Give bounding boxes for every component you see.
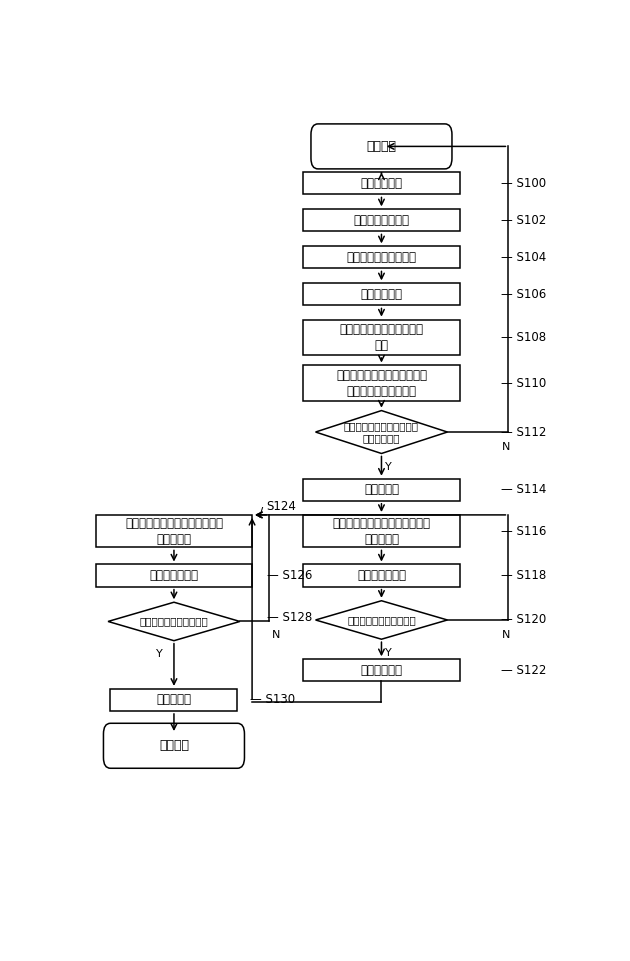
Text: — S126: — S126 [266,569,312,582]
Bar [303,320,460,355]
Text: N: N [272,629,280,640]
Text: 入出力回転変動のいずれか
が閾値以上？: 入出力回転変動のいずれか が閾値以上？ [344,421,419,443]
Text: 入出力回転変動が同相？: 入出力回転変動が同相？ [140,616,209,627]
Text: スタート: スタート [367,140,396,153]
Bar [303,479,460,501]
Text: — S120: — S120 [501,613,546,627]
Text: N: N [501,629,510,640]
Bar [303,564,460,586]
Bar [96,564,252,586]
Text: — S112: — S112 [501,426,546,438]
Bar [110,689,238,711]
Text: — S114: — S114 [501,483,546,496]
Polygon shape [316,410,447,454]
Text: — S110: — S110 [501,377,546,390]
Text: 入出力回転変動が逆相？: 入出力回転変動が逆相？ [347,615,416,625]
FancyBboxPatch shape [311,124,452,169]
Text: Y: Y [386,462,392,472]
Bar [303,283,460,306]
Text: 入出力回転速度を検出: 入出力回転速度を検出 [346,251,416,264]
Text: 入出力回転変動の値を計測周期
ごとに記憶: 入出力回転変動の値を計測周期 ごとに記憶 [125,517,223,546]
Polygon shape [108,603,240,641]
Text: — S118: — S118 [501,569,546,582]
Text: 入出力回転変動の値を計測周期
ごとに記憶: 入出力回転変動の値を計測周期 ごとに記憶 [333,517,430,546]
Text: — S122: — S122 [501,664,546,677]
Bar [303,659,460,681]
Text: — S108: — S108 [501,331,546,344]
Bar [303,365,460,401]
Text: Y: Y [386,648,392,657]
Text: スタート: スタート [159,739,189,752]
Text: N: N [501,442,510,452]
Bar [303,515,460,548]
Bar [303,209,460,232]
Text: 閾値を初期化: 閾値を初期化 [360,177,403,190]
Text: — S106: — S106 [501,288,546,301]
Text: — S102: — S102 [501,214,546,227]
Text: 相関係数を算出: 相関係数を算出 [149,569,198,582]
Text: バンドパス通過域周波数を
算出: バンドパス通過域周波数を 算出 [340,323,423,352]
FancyBboxPatch shape [103,724,244,768]
Text: S124: S124 [266,500,297,512]
Text: — S116: — S116 [501,525,546,538]
Text: 増圧を停止: 増圧を停止 [156,694,192,706]
Text: — S128: — S128 [266,611,312,625]
Text: — S100: — S100 [501,177,546,190]
Text: /: / [260,505,263,518]
Text: 狭圧力の増圧: 狭圧力の増圧 [360,664,403,677]
Text: 狭圧力を漸次低減: 狭圧力を漸次低減 [353,214,410,227]
Text: — S130: — S130 [249,694,295,706]
Text: 減速比を算出: 減速比を算出 [360,288,403,301]
Text: Y: Y [156,649,163,659]
Bar [303,246,460,268]
Text: 閾値を低減: 閾値を低減 [364,483,399,496]
Text: バンドパス処理を行い、入出
力回転速度変動を抽出: バンドパス処理を行い、入出 力回転速度変動を抽出 [336,369,427,398]
Polygon shape [316,601,447,639]
Bar [303,172,460,194]
Bar [96,515,252,548]
Text: 相関係数を算出: 相関係数を算出 [357,569,406,582]
Text: — S104: — S104 [501,251,546,264]
